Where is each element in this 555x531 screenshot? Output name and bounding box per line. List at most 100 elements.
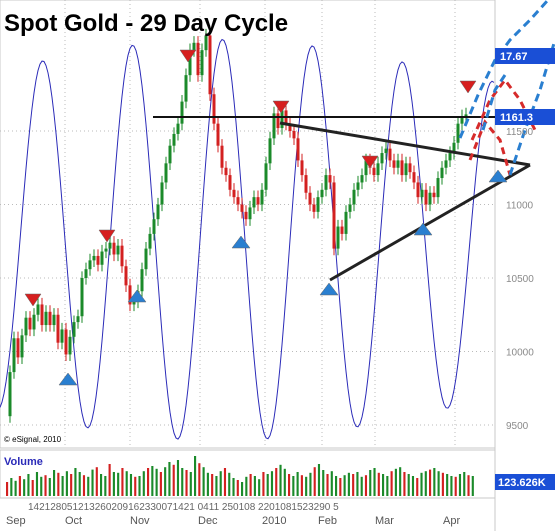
x-axis-months: Sep Oct Nov Dec 2010 Feb Mar Apr (6, 515, 460, 527)
volume-bar (411, 476, 415, 496)
candle-body (444, 160, 448, 168)
candle-body (424, 189, 428, 205)
candle-body (312, 204, 316, 212)
candle-body (52, 314, 56, 326)
projection-red-1 (470, 77, 537, 141)
candle-body (420, 189, 424, 198)
up-arrow-3 (319, 282, 339, 296)
candle-body (192, 42, 196, 51)
x-month-3: Dec (198, 515, 218, 527)
candle-body (152, 219, 156, 234)
volume-label: Volume (4, 456, 43, 468)
candle-body (240, 204, 244, 212)
volume-bar (14, 480, 17, 496)
candle-body (156, 204, 160, 220)
volume-bar (364, 475, 368, 496)
volume-bar (23, 479, 26, 496)
candle-body (400, 160, 404, 176)
candle-body (176, 123, 180, 134)
grid (0, 0, 495, 448)
price-marker-2-label: 1161.3 (500, 112, 533, 124)
candle-body (352, 189, 356, 205)
down-arrow-4 (361, 155, 379, 169)
candle-body (232, 189, 236, 198)
candle-body (256, 197, 260, 205)
candle-body (196, 42, 200, 76)
triangle-lower-line (329, 163, 531, 282)
candle-body (388, 148, 392, 161)
volume-bar (44, 475, 47, 496)
candle-body (200, 50, 204, 76)
x-month-2: Nov (130, 515, 150, 527)
volume-bar (10, 478, 13, 496)
candle-body (248, 207, 252, 220)
volume-bar (82, 475, 86, 496)
volume-bar (112, 472, 115, 496)
candle-body (360, 175, 364, 183)
candle-body (376, 163, 380, 176)
candle-body (12, 338, 16, 373)
x-month-0: Sep (6, 515, 26, 527)
candle-body (252, 197, 256, 208)
candle-body (296, 138, 300, 161)
volume-bar (382, 474, 385, 496)
volume-bar (142, 471, 145, 496)
volume-bar (65, 471, 68, 496)
candle-body (300, 160, 304, 176)
candle-body (144, 248, 148, 270)
candle-body (184, 75, 188, 102)
candle-body (320, 189, 324, 198)
volume-bar (61, 476, 64, 496)
volume-bar (215, 476, 218, 496)
candle-body (412, 172, 416, 183)
volume-bar (40, 476, 43, 496)
volume-marker-label: 123.626K (498, 477, 546, 489)
down-arrow-5 (459, 80, 477, 94)
candle-body (128, 285, 132, 305)
candle-body (116, 245, 120, 255)
volume-bar (253, 476, 256, 496)
candle-body (460, 116, 464, 124)
volume-bar (241, 482, 244, 496)
candle-body (76, 316, 80, 323)
candle-body (168, 145, 172, 164)
candle-body (304, 175, 308, 193)
candle-body (104, 248, 108, 252)
volume-bar (454, 476, 457, 496)
candle-body (264, 163, 268, 190)
volume-bar (441, 472, 444, 496)
volume-bar (399, 467, 402, 496)
price-panel (0, 0, 496, 449)
candle-body (236, 197, 240, 205)
candle-body (344, 211, 348, 234)
volume-bar (266, 474, 269, 496)
volume-bar (437, 471, 440, 496)
volume-bar (471, 476, 474, 496)
candle-body (272, 113, 276, 139)
volume-bar (134, 476, 137, 496)
volume-bar (386, 476, 389, 496)
volume-bar (147, 468, 150, 496)
volume-bar (352, 474, 355, 496)
volume-bar (330, 471, 333, 496)
candle-body (132, 301, 136, 305)
volume-bar (446, 474, 449, 496)
volume-bar (176, 460, 180, 496)
volume-bar (95, 467, 98, 496)
volume-bar (91, 469, 94, 496)
cycle-low-markers (58, 169, 508, 386)
volume-bar (279, 464, 282, 496)
candle-body (140, 269, 144, 292)
volume-bar (369, 470, 372, 496)
volume-bar (228, 472, 231, 496)
volume-bar (117, 472, 120, 496)
candle-body (100, 251, 104, 265)
candle-body (432, 192, 436, 198)
down-arrow-2 (179, 49, 197, 63)
candle-body (276, 113, 280, 129)
candle-body (280, 110, 284, 129)
volume-bar (189, 472, 192, 496)
volume-bar (262, 472, 265, 496)
price-marker-2-bg (495, 109, 555, 125)
